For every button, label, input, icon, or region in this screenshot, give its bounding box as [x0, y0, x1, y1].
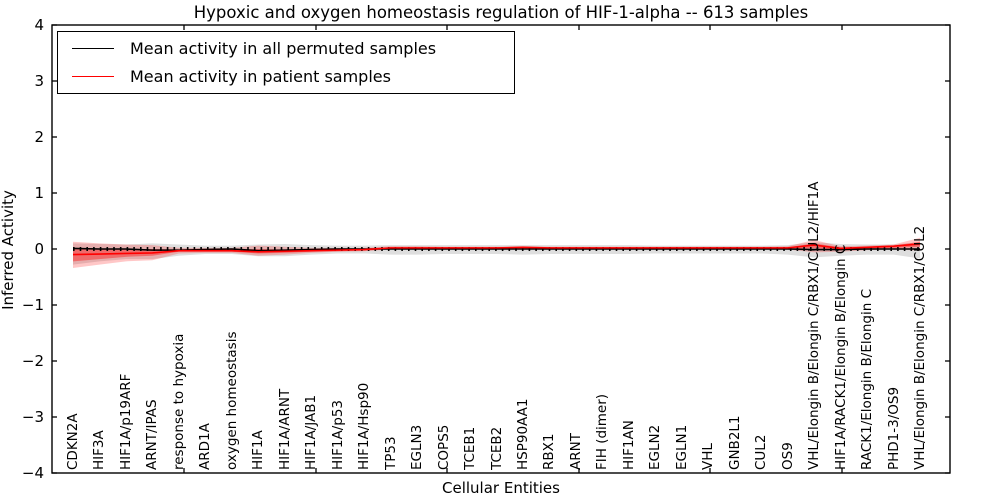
- x-tick-label: HIF1AN: [620, 420, 637, 470]
- x-tick-label: HSP90AA1: [514, 398, 531, 470]
- y-tick-label: −4: [21, 464, 44, 482]
- Mean-activity-in-patient-samples-line: [72, 243, 921, 256]
- x-tick-label: ARNT/IPAS: [144, 399, 161, 470]
- y-tick-label: 4: [34, 16, 44, 34]
- x-tick-label: HIF1A/Hsp90: [356, 382, 373, 470]
- x-tick-label: HIF1A/JAB1: [303, 394, 320, 470]
- x-tick-label: RBX1: [541, 433, 558, 470]
- legend-item: Mean activity in patient samples: [58, 63, 514, 89]
- y-tick-label: −1: [21, 296, 44, 314]
- x-tick-label: ARNT: [567, 433, 584, 470]
- x-tick-label: VHL/Elongin B/Elongin C/RBX1/CUL2/HIF1A: [806, 181, 823, 470]
- x-tick-label: GNB2L1: [726, 415, 743, 470]
- y-tick-label: 1: [34, 184, 44, 202]
- Mean-activity-in-all-permuted-samples-line: [72, 247, 921, 252]
- x-tick-label: EGLN1: [673, 424, 690, 470]
- y-tick-label: −2: [21, 352, 44, 370]
- x-tick-label: COPS5: [435, 424, 452, 470]
- legend-item: Mean activity in all permuted samples: [58, 36, 514, 62]
- x-tick-label: HIF1A/RACK1/Elongin B/Elongin C: [832, 244, 849, 470]
- y-tick-label: 2: [34, 128, 44, 146]
- x-tick-label: TP53: [382, 436, 399, 470]
- x-tick-label: HIF1A/p53: [329, 399, 346, 470]
- x-tick-label: OS9: [779, 442, 796, 470]
- patient-samples-range-outer-band: [73, 237, 921, 269]
- x-tick-label: PHD1-3/OS9: [885, 386, 902, 470]
- legend-line-swatch: [72, 75, 114, 77]
- x-tick-label: TCEB2: [488, 426, 505, 470]
- x-tick-label: CDKN2A: [65, 413, 81, 470]
- x-tick-label: FIH (dimer): [594, 393, 611, 470]
- y-tick-label: 0: [34, 240, 44, 258]
- x-tick-label: HIF1A: [250, 430, 267, 470]
- x-tick-label: VHL: [700, 443, 717, 470]
- x-tick-label: TCEB1: [462, 426, 479, 470]
- x-tick-label: RACK1/Elongin B/Elongin C: [859, 288, 876, 470]
- x-tick-label: HIF3A: [91, 430, 108, 470]
- chart-title: Hypoxic and oxygen homeostasis regulatio…: [193, 3, 809, 22]
- x-tick-label: CUL2: [753, 434, 770, 470]
- x-tick-label: EGLN3: [409, 424, 426, 470]
- legend-label: Mean activity in all permuted samples: [130, 39, 437, 59]
- legend-line-swatch: [72, 48, 114, 50]
- legend-label: Mean activity in patient samples: [130, 66, 391, 86]
- x-tick-label: HIF1A/p19ARF: [117, 373, 134, 470]
- x-tick-label: ARD1A: [197, 423, 214, 470]
- x-tick-label: HIF1A/ARNT: [276, 388, 293, 470]
- legend-box: Mean activity in all permuted samples Mea…: [57, 31, 515, 94]
- x-tick-label: oxygen homeostasis: [223, 331, 240, 471]
- x-tick-label: EGLN2: [647, 424, 664, 470]
- x-axis-title: Cellular Entities: [442, 479, 560, 497]
- y-tick-label: 3: [34, 72, 44, 90]
- y-axis-title: Inferred Activity: [0, 190, 17, 310]
- y-tick-label: −3: [21, 408, 44, 426]
- x-tick-label: VHL/Elongin B/Elongin C/RBX1/CUL2: [912, 225, 929, 470]
- x-tick-label: response to hypoxia: [170, 333, 187, 470]
